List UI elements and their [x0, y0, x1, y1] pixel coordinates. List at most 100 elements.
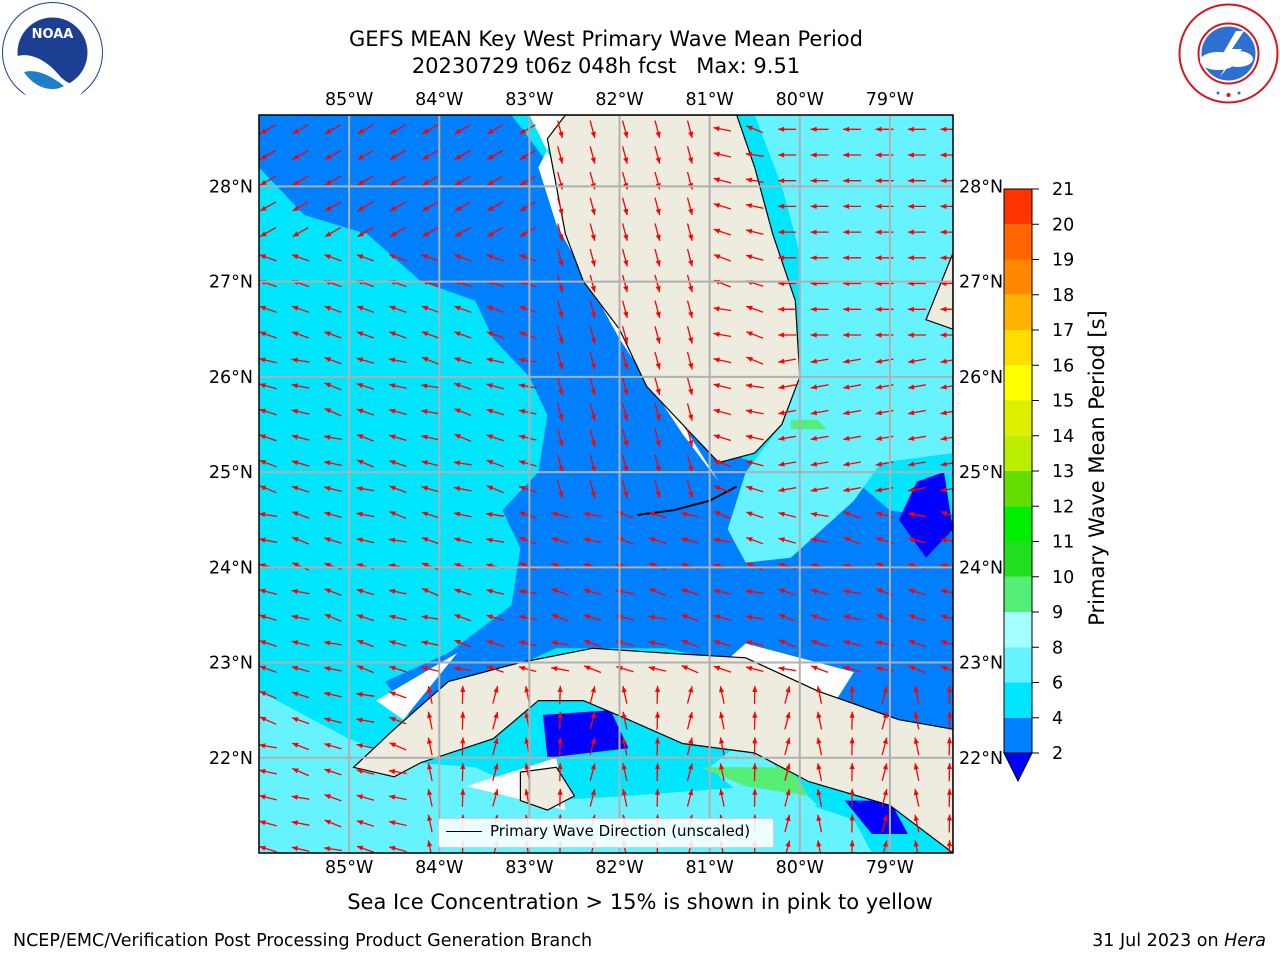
- wave-arrow: [324, 227, 342, 238]
- colorbar: 2 4 6 8 9 10 11 12 13 14 15 16 17 18 19 20 21: [1003, 180, 1074, 783]
- colorbar-segment: [1004, 612, 1032, 648]
- wave-arrow: [291, 717, 310, 725]
- lon-label-bottom: 84°W: [415, 858, 463, 878]
- wave-arrow: [940, 537, 953, 543]
- wave-arrow: [323, 434, 342, 441]
- wave-arrow: [356, 486, 375, 492]
- wave-arrow: [388, 383, 407, 390]
- wave-arrow: [259, 743, 278, 749]
- wave-arrow: [745, 485, 764, 493]
- wave-arrow: [259, 665, 277, 673]
- wave-arrow: [421, 305, 439, 313]
- wave-arrow: [686, 428, 694, 447]
- wave-arrow: [745, 254, 764, 261]
- colorbar-tick-label: 18: [1052, 286, 1074, 306]
- wave-arrow: [648, 511, 667, 519]
- wave-arrow: [654, 146, 661, 164]
- wave-arrow: [259, 408, 277, 416]
- wave-arrow: [843, 358, 862, 364]
- colorbar-tick-label: 15: [1052, 392, 1074, 412]
- cuba-land: [352, 647, 953, 853]
- wave-arrow: [492, 788, 499, 807]
- wave-arrow: [881, 686, 888, 704]
- wave-arrow: [816, 737, 823, 756]
- wave-arrow: [557, 428, 564, 447]
- wave-arrow: [621, 197, 629, 216]
- wave-arrow: [389, 201, 406, 212]
- wave-arrow: [784, 788, 791, 807]
- wave-arrow: [518, 485, 537, 493]
- wave-arrow: [519, 227, 536, 238]
- wave-arrow: [713, 614, 732, 621]
- wave-arrow: [589, 351, 596, 370]
- wave-arrow: [291, 254, 310, 262]
- wave-arrow: [454, 175, 471, 186]
- period-band-2-4-cuba-south: [844, 800, 908, 834]
- wave-arrow: [259, 845, 277, 853]
- wave-arrow: [784, 686, 791, 704]
- colorbar-extend-triangle: [1003, 752, 1033, 783]
- wave-arrow: [460, 788, 466, 807]
- wave-arrow: [551, 640, 569, 646]
- wave-arrow: [940, 510, 953, 518]
- wave-arrow: [518, 614, 537, 621]
- wave-arrow: [583, 537, 602, 544]
- colorbar-segment: [1004, 506, 1032, 542]
- wave-arrow: [422, 227, 439, 238]
- wave-arrow: [557, 120, 564, 139]
- wave-arrow: [713, 537, 732, 543]
- wave-arrow: [389, 305, 407, 313]
- wave-arrow: [881, 763, 888, 781]
- wave-arrow: [557, 403, 564, 421]
- isla-juventud-land: [519, 766, 576, 811]
- wave-arrow: [292, 175, 309, 186]
- wave-arrow: [816, 711, 823, 730]
- wave-arrow: [492, 763, 499, 781]
- lat-label-left: 25°N: [209, 463, 253, 483]
- wave-arrow: [648, 614, 667, 620]
- wave-arrow: [421, 587, 439, 597]
- wave-arrow: [259, 383, 277, 390]
- wave-arrow: [518, 434, 537, 441]
- wave-arrow: [849, 840, 855, 853]
- wave-arrow: [324, 175, 342, 186]
- wave-arrow: [816, 840, 822, 853]
- wave-arrow: [719, 763, 725, 782]
- wave-arrow: [324, 588, 342, 596]
- wave-arrow: [551, 666, 570, 672]
- lat-label-right: 22°N: [959, 749, 1003, 769]
- colorbar-segment: [1004, 541, 1032, 577]
- wave-arrow: [292, 149, 309, 161]
- wave-arrow: [752, 737, 758, 756]
- wave-arrow: [454, 408, 472, 417]
- wave-arrow: [356, 717, 375, 723]
- wave-arrow: [486, 434, 504, 442]
- wave-arrow: [745, 614, 764, 621]
- wave-arrow: [518, 536, 537, 545]
- wave-arrow: [713, 665, 732, 673]
- colorbar-tick-label: 13: [1052, 462, 1074, 482]
- wave-arrow: [686, 377, 694, 396]
- wave-arrow: [589, 428, 596, 447]
- wave-arrow: [259, 201, 277, 212]
- wave-arrow: [291, 846, 310, 852]
- wave-arrow: [427, 763, 433, 782]
- wave-arrow: [324, 201, 342, 212]
- wave-arrow: [356, 408, 375, 416]
- wave-arrow: [654, 737, 661, 756]
- wave-arrow: [680, 537, 699, 544]
- wave-arrow: [356, 665, 374, 674]
- wave-arrow: [518, 408, 537, 415]
- wave-arrow: [589, 120, 596, 139]
- wave-arrow: [686, 146, 694, 164]
- colorbar-segment: [1004, 189, 1032, 225]
- wave-arrow: [713, 151, 732, 158]
- wave-arrow: [389, 742, 407, 751]
- wave-arrow: [551, 588, 569, 596]
- colorbar-segment: [1004, 682, 1032, 718]
- wave-arrow: [843, 511, 861, 519]
- wave-arrow: [686, 197, 694, 216]
- wave-arrow: [654, 788, 661, 807]
- wave-arrow: [389, 227, 406, 238]
- wave-arrow: [389, 434, 407, 442]
